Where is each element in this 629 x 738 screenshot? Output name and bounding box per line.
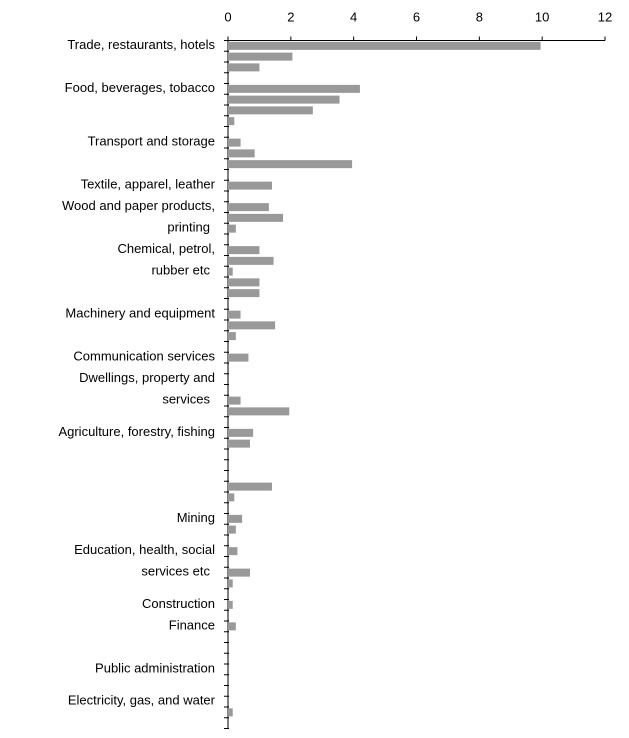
bar	[228, 256, 274, 265]
y-tick-label: Agriculture, forestry, fishing	[58, 424, 215, 439]
bar	[228, 396, 241, 405]
y-tick-label: Construction	[142, 596, 215, 611]
bar	[228, 95, 340, 104]
bar	[228, 321, 276, 330]
bar	[228, 213, 283, 222]
bar	[228, 708, 233, 717]
bar	[228, 84, 360, 93]
bar	[228, 600, 233, 609]
bar	[228, 149, 255, 158]
bar	[228, 106, 313, 115]
x-tick-label: 8	[476, 9, 483, 24]
x-tick-label: 10	[535, 9, 549, 24]
y-tick-label: Chemical, petrol, rubber etc	[117, 242, 215, 279]
bar	[228, 224, 236, 233]
y-tick-label: Transport and storage	[88, 134, 215, 149]
bar	[228, 493, 235, 502]
x-tick-label: 12	[598, 9, 612, 24]
bar	[228, 41, 541, 50]
bar	[228, 568, 250, 577]
y-tick-label: Dwellings, property and services	[79, 371, 215, 408]
bar	[228, 622, 236, 631]
bar	[228, 579, 233, 588]
bar	[228, 181, 272, 190]
bar	[228, 138, 241, 147]
x-tick-label: 4	[350, 9, 357, 24]
y-tick-label: Food, beverages, tobacco	[65, 80, 215, 95]
x-tick-label: 6	[413, 9, 420, 24]
bar	[228, 547, 238, 556]
y-tick-label: Textile, apparel, leather	[81, 177, 216, 192]
bar	[228, 407, 290, 416]
y-tick-label: Communication services	[73, 349, 215, 364]
x-tick-label: 2	[287, 9, 294, 24]
y-tick-label: Machinery and equipment	[65, 306, 215, 321]
bar	[228, 353, 249, 362]
y-tick-label: Trade, restaurants, hotels	[67, 37, 215, 52]
bar	[228, 428, 254, 437]
bar	[228, 160, 353, 169]
y-tick-label: Mining	[177, 510, 215, 525]
y-tick-label: Public administration	[95, 661, 215, 676]
y-tick-label: Finance	[169, 618, 215, 633]
bar	[228, 525, 236, 534]
y-tick-label: Wood and paper products, printing	[62, 199, 215, 236]
bar	[228, 332, 236, 341]
bar	[228, 117, 235, 126]
bar	[228, 246, 260, 255]
bar	[228, 310, 241, 319]
bar	[228, 289, 260, 298]
bar	[228, 278, 260, 287]
bar	[228, 482, 272, 491]
bar	[228, 439, 250, 448]
bar	[228, 63, 260, 72]
y-tick-label: Education, health, social services etc	[74, 543, 215, 580]
x-tick-label: 0	[224, 9, 231, 24]
bar	[228, 267, 233, 276]
bar	[228, 514, 243, 523]
bar	[228, 52, 293, 61]
bar	[228, 203, 269, 212]
y-tick-label: Electricity, gas, and water	[68, 693, 216, 708]
